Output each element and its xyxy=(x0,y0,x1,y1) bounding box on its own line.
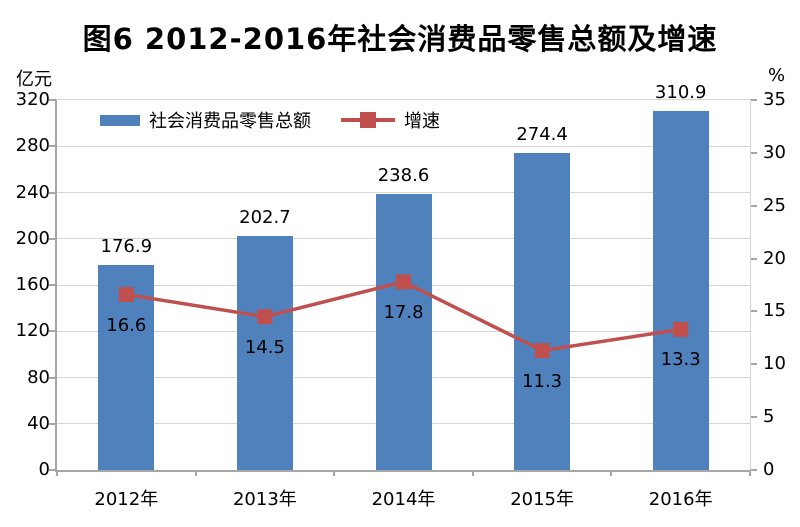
left-axis-unit-label: 亿元 xyxy=(16,69,52,90)
right-axis-tick-label: 10 xyxy=(763,353,786,375)
right-axis-tick xyxy=(751,204,757,207)
left-axis-tick-label: 160 xyxy=(15,274,50,295)
line-marker-icon xyxy=(118,287,134,303)
left-axis-tick xyxy=(49,145,55,148)
right-axis-tick-label: 15 xyxy=(763,300,786,322)
line-value-label: 14.5 xyxy=(244,336,285,358)
legend-bar-swatch-icon xyxy=(100,114,140,126)
legend-line-swatch-icon xyxy=(341,112,395,128)
x-axis-tick xyxy=(194,470,197,476)
right-axis-tick xyxy=(751,310,757,313)
legend-bar-label: 社会消费品零售总额 xyxy=(149,111,311,132)
right-axis-tick xyxy=(751,151,757,154)
x-axis-label-2012年: 2012年 xyxy=(94,489,159,510)
x-axis-tick xyxy=(333,470,336,476)
x-axis-label-2014年: 2014年 xyxy=(371,489,436,510)
plot-area: 176.9 202.7 238.6 274.4 310.9 16.6 14.5 17.8 11.… xyxy=(55,82,751,472)
right-axis-tick-label: 25 xyxy=(763,194,786,216)
gridline xyxy=(57,145,750,147)
left-axis-tick-label: 320 xyxy=(15,89,50,110)
x-axis-label-2013年: 2013年 xyxy=(232,489,297,510)
right-axis-tick xyxy=(751,363,757,366)
x-axis-tick xyxy=(610,470,613,476)
left-axis-tick xyxy=(49,376,55,379)
line-marker-icon xyxy=(673,321,689,337)
right-axis-unit-label: % xyxy=(768,65,786,86)
right-axis-tick xyxy=(751,469,757,471)
x-axis-tick xyxy=(749,470,751,476)
legend-line-label: 增速 xyxy=(404,111,440,132)
line-marker-icon xyxy=(534,343,550,359)
left-axis-tick-label: 200 xyxy=(15,227,50,249)
right-axis-tick-label: 35 xyxy=(763,89,786,110)
line-marker-icon xyxy=(396,274,411,290)
legend-line-marker xyxy=(360,112,376,128)
left-axis-tick-label: 280 xyxy=(15,135,50,157)
left-axis-tick-label: 240 xyxy=(15,181,50,203)
left-axis-tick-label: 40 xyxy=(27,412,50,434)
line-value-label: 11.3 xyxy=(522,370,563,392)
line-marker-icon xyxy=(257,309,273,325)
left-axis-tick-label: 0 xyxy=(38,459,50,480)
bar-2015年 xyxy=(514,152,571,470)
left-axis-tick xyxy=(49,422,55,425)
right-axis-tick-label: 30 xyxy=(763,141,786,163)
left-axis-tick xyxy=(49,469,55,471)
bar-2016年 xyxy=(652,110,709,470)
line-value-label: 17.8 xyxy=(383,301,424,323)
chart-title: 图6 2012-2016年社会消费品零售总额及增速 xyxy=(82,22,718,56)
right-axis-tick-label: 0 xyxy=(763,459,775,480)
x-axis-tick xyxy=(471,470,474,476)
left-axis-tick-label: 80 xyxy=(27,366,50,388)
bar-value-label: 274.4 xyxy=(516,123,568,145)
right-axis-tick-label: 20 xyxy=(763,247,786,269)
gridline xyxy=(57,192,750,193)
right-axis-tick-label: 5 xyxy=(763,406,775,428)
right-axis-tick xyxy=(751,99,757,101)
bar-value-label: 176.9 xyxy=(100,236,153,258)
x-axis-label-2016年: 2016年 xyxy=(648,489,713,510)
bar-2013年 xyxy=(236,235,293,470)
x-axis-tick xyxy=(56,470,58,476)
bar-value-label: 202.7 xyxy=(239,206,291,228)
left-axis-tick-label: 120 xyxy=(15,320,50,342)
line-value-label: 13.3 xyxy=(660,349,701,371)
left-axis-tick xyxy=(49,191,55,194)
line-value-label: 16.6 xyxy=(106,314,147,336)
bar-value-label: 310.9 xyxy=(654,81,707,103)
bar-2014年 xyxy=(375,194,432,470)
x-axis-label-2015年: 2015年 xyxy=(510,489,574,510)
left-axis-tick xyxy=(49,284,55,286)
bar-value-label: 238.6 xyxy=(377,165,430,187)
left-axis-tick xyxy=(49,99,55,101)
left-axis-tick xyxy=(49,330,55,333)
left-axis-tick xyxy=(49,237,55,240)
right-axis-tick xyxy=(751,257,757,260)
growth-line-layer xyxy=(118,274,689,359)
right-axis-tick xyxy=(751,416,757,419)
legend: 社会消费品零售总额 增速 xyxy=(100,106,440,134)
